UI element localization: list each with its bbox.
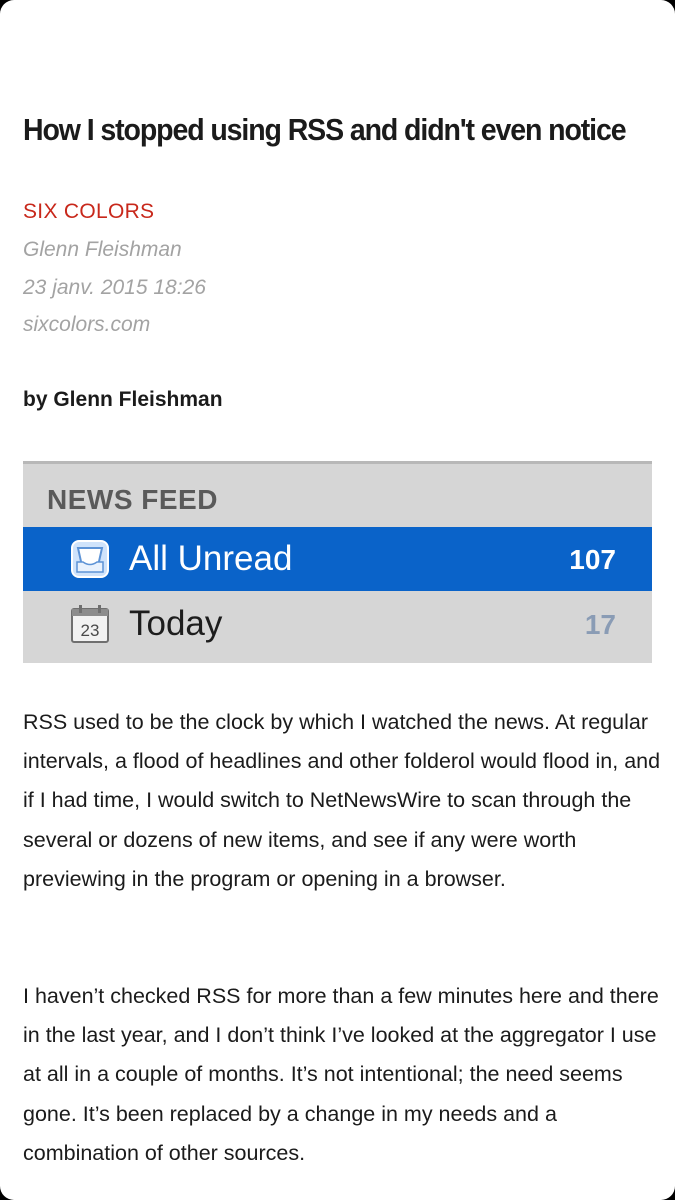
feed-row-today: 23 Today 17	[23, 592, 652, 656]
inbox-tray-icon	[71, 540, 109, 578]
article-paragraph-2: I haven’t checked RSS for more than a fe…	[23, 984, 659, 1165]
news-feed-heading: NEWS FEED	[47, 484, 218, 515]
today-label: Today	[129, 604, 223, 643]
all-unread-count: 107	[569, 544, 616, 575]
article-author: Glenn Fleishman	[23, 238, 182, 261]
calendar-icon: 23	[71, 605, 109, 643]
article-byline: by Glenn Fleishman	[23, 388, 223, 411]
feed-row-all-unread: All Unread 107	[23, 527, 652, 591]
article-domain[interactable]: sixcolors.com	[23, 313, 151, 336]
all-unread-label: All Unread	[129, 539, 293, 578]
news-feed-image: NEWS FEED All Unread 107 23 To	[23, 461, 652, 663]
article-title: How I stopped using RSS and didn't even …	[23, 112, 627, 147]
source-link[interactable]: SIX COLORS	[23, 200, 155, 223]
article-date: 23 janv. 2015 18:26	[23, 276, 206, 299]
article-paragraph-1: RSS used to be the clock by which I watc…	[23, 710, 661, 891]
today-count: 17	[584, 609, 616, 640]
calendar-day: 23	[81, 621, 100, 640]
